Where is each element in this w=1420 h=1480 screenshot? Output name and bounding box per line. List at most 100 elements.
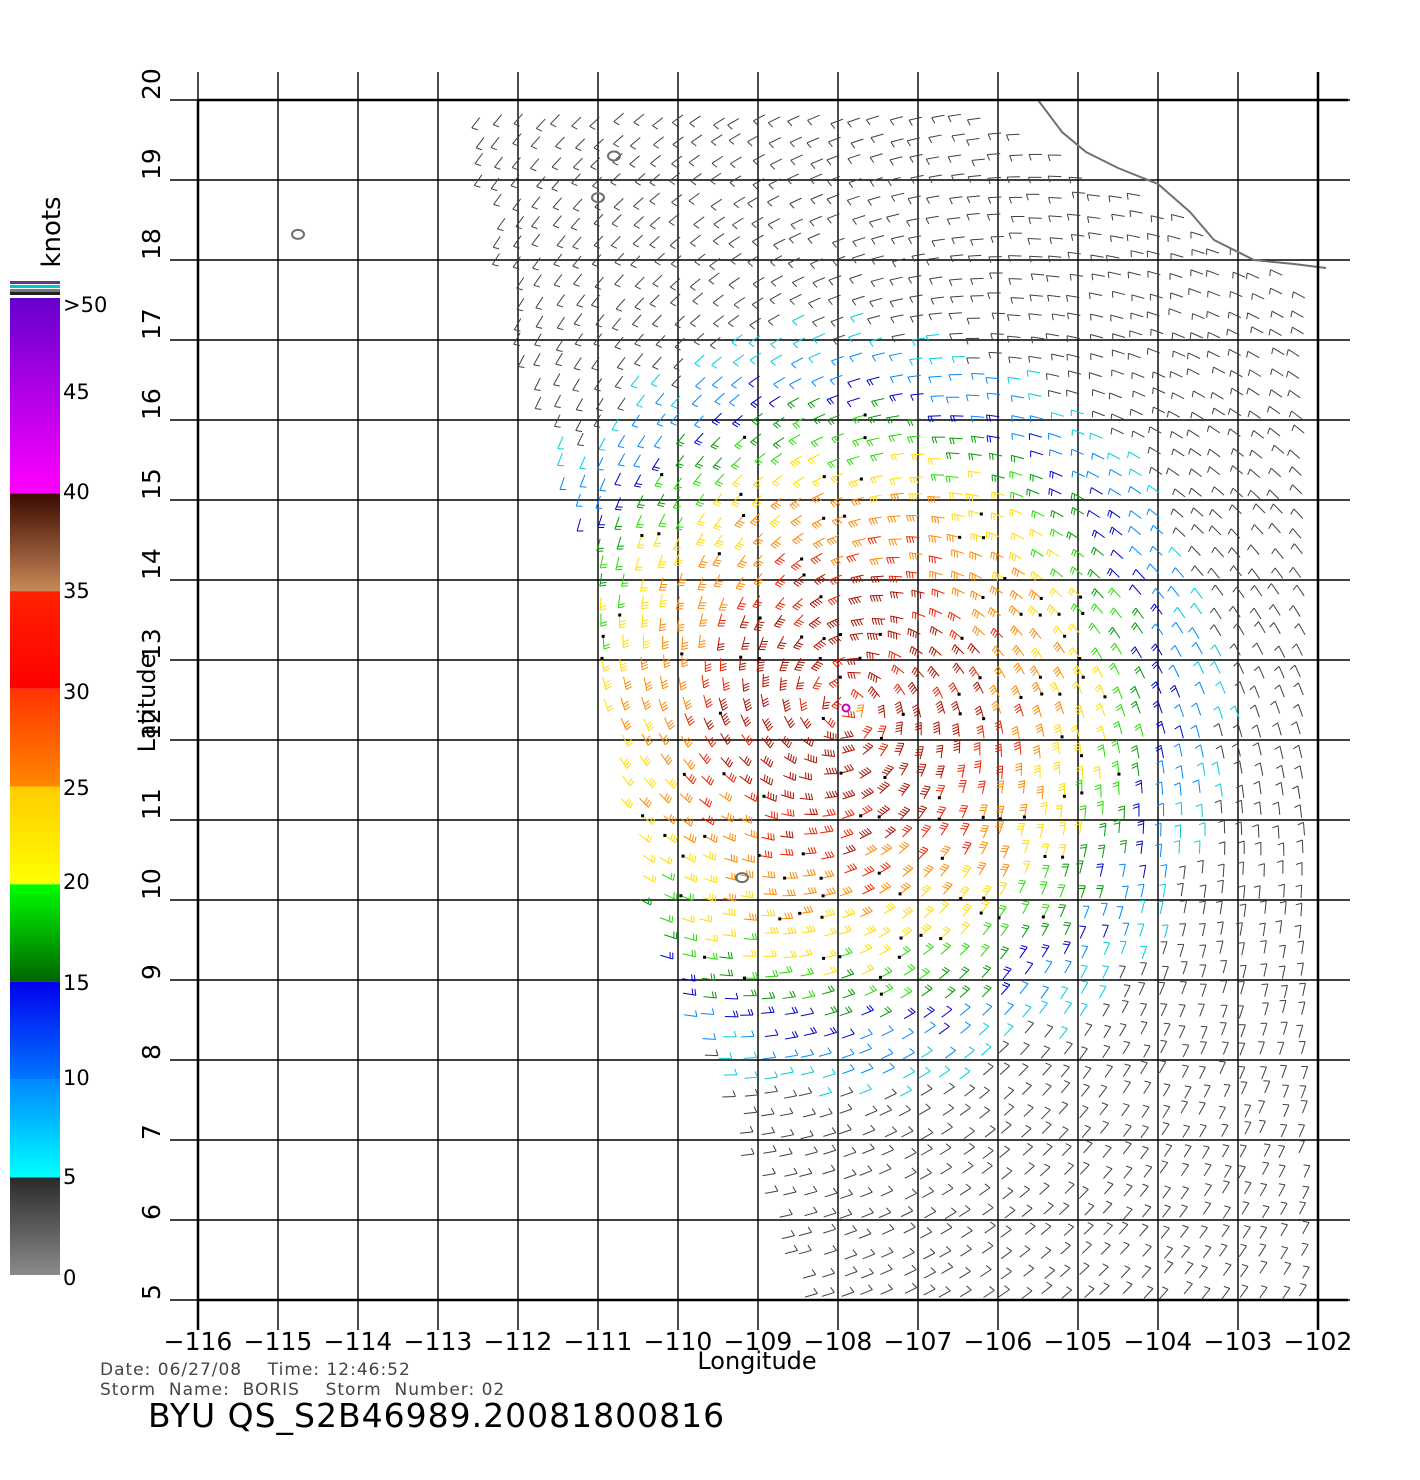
wind-barb: [824, 1245, 838, 1255]
wind-barb: [1251, 724, 1262, 738]
wind-barb: [864, 985, 877, 996]
wind-barb: [807, 233, 821, 244]
wind-barb: [722, 677, 731, 691]
wind-barb: [722, 908, 736, 917]
wind-barb: [1246, 312, 1260, 320]
wind-barb: [878, 743, 889, 757]
wind-barb: [722, 832, 736, 842]
wind-barb: [695, 377, 706, 390]
wind-barb: [911, 589, 925, 599]
wind-barb: [846, 553, 860, 563]
wind-barb: [620, 717, 632, 731]
wind-barb: [664, 892, 678, 901]
wind-barb: [1130, 646, 1142, 659]
wind-barb: [1222, 1205, 1231, 1219]
wind-barb: [531, 215, 540, 230]
wind-barb: [799, 948, 813, 958]
wind-barb: [713, 117, 725, 130]
wind-barb: [517, 354, 525, 368]
wind-barb: [867, 315, 881, 325]
wind-barb: [682, 988, 697, 996]
wind-barb: [823, 965, 837, 976]
wind-barb: [752, 276, 765, 289]
wind-barb: [1129, 330, 1143, 338]
wind-barb: [710, 134, 723, 147]
wind-barb: [987, 132, 1002, 141]
wind-barb: [880, 843, 892, 856]
wind-barb: [714, 534, 725, 548]
wind-barb: [744, 1088, 759, 1097]
wind-barb: [1073, 742, 1084, 758]
wind-barb: [1029, 415, 1044, 423]
wind-barb: [968, 572, 983, 582]
wind-barb: [832, 656, 846, 668]
wind-barb: [804, 827, 818, 835]
rain-flag: [1057, 612, 1061, 616]
wind-barb: [533, 274, 542, 288]
wind-barb: [1076, 860, 1084, 874]
wind-barb: [1209, 624, 1222, 637]
wind-barb: [1253, 801, 1262, 815]
wind-barb: [1295, 884, 1303, 898]
wind-barb: [1190, 587, 1203, 599]
wind-barb: [798, 1244, 812, 1255]
wind-barb: [1207, 331, 1221, 339]
wind-barb: [928, 174, 942, 184]
wind-barb: [1115, 703, 1126, 717]
wind-barb: [821, 850, 835, 860]
wind-barb: [743, 950, 757, 957]
wind-barb: [928, 555, 942, 564]
wind-barb: [821, 887, 837, 898]
wind-barb: [681, 915, 695, 923]
wind-barb: [752, 476, 764, 489]
wind-barb: [1039, 1000, 1048, 1014]
rain-flag: [940, 856, 944, 860]
wind-barb: [1173, 840, 1181, 854]
wind-barb: [908, 275, 922, 284]
wind-barb: [692, 472, 702, 487]
wind-barb: [822, 1164, 836, 1175]
wind-barb: [1091, 588, 1104, 599]
wind-barb: [981, 964, 992, 978]
wind-barb: [822, 949, 837, 960]
wind-barb: [659, 793, 672, 804]
wind-barb: [877, 805, 890, 819]
wind-barb: [1122, 1040, 1131, 1055]
wind-barb: [831, 696, 842, 710]
wind-barb: [868, 494, 882, 504]
wind-barb: [788, 434, 801, 446]
wind-barb: [659, 856, 673, 865]
wind-barb: [943, 1082, 955, 1095]
colorbar-band: [10, 981, 60, 1080]
wind-barb: [1024, 1020, 1034, 1034]
wind-barb: [696, 512, 706, 527]
wind-barb: [1000, 981, 1011, 995]
wind-barb: [619, 757, 632, 769]
wind-barb: [1069, 566, 1083, 576]
wind-barb: [907, 418, 921, 427]
wind-barb: [952, 662, 965, 674]
wind-barb: [1178, 1004, 1186, 1018]
wind-barb: [769, 514, 781, 528]
wind-barb: [838, 925, 852, 935]
wind-barb: [1127, 352, 1141, 360]
wind-barb: [736, 596, 747, 610]
wind-barb: [1003, 1023, 1014, 1037]
wind-barb: [880, 1247, 894, 1258]
wind-barb: [1247, 369, 1262, 377]
wind-barb: [847, 671, 861, 679]
wind-barb: [630, 255, 641, 269]
wind-barb: [1019, 803, 1028, 819]
wind-barb: [594, 276, 604, 290]
wind-barb: [812, 316, 825, 328]
wind-barb: [1140, 945, 1148, 959]
wind-barb: [1088, 232, 1102, 240]
wind-barb: [732, 415, 743, 428]
wind-barb: [829, 374, 843, 386]
wind-barb: [1260, 940, 1267, 954]
wind-barb: [929, 276, 943, 285]
wind-barb: [824, 790, 839, 799]
wind-barb: [1214, 799, 1223, 814]
wind-barb: [783, 1089, 798, 1099]
wind-barb: [733, 196, 746, 209]
